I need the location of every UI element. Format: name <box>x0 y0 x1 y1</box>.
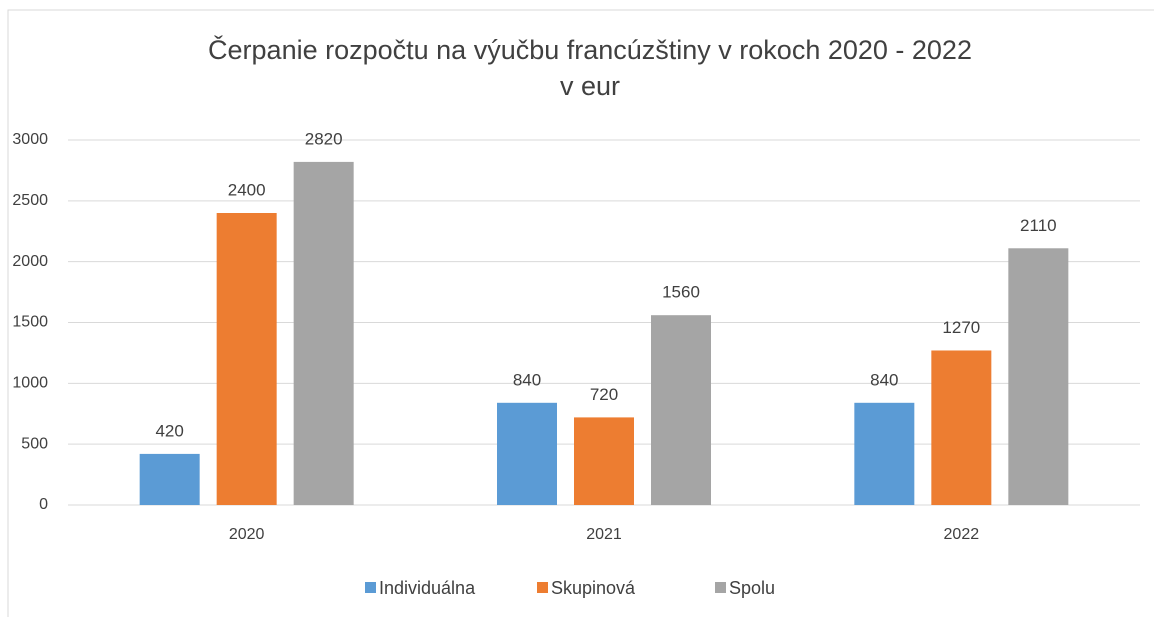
y-tick-label: 3000 <box>12 131 48 148</box>
x-tick-label: 2022 <box>944 526 980 543</box>
legend-swatch <box>537 582 548 593</box>
bar <box>139 453 200 505</box>
bar <box>293 161 354 505</box>
bar <box>216 213 277 505</box>
data-label: 420 <box>155 421 183 440</box>
legend-label: Individuálna <box>379 578 476 598</box>
bar <box>574 417 634 505</box>
bar <box>931 350 992 505</box>
y-tick-label: 500 <box>21 435 48 452</box>
data-label: 2400 <box>228 180 266 199</box>
legend-label: Spolu <box>729 578 775 598</box>
x-tick-label: 2020 <box>229 526 265 543</box>
x-tick-label: 2021 <box>586 526 622 543</box>
data-label: 1560 <box>662 283 700 302</box>
data-label: 720 <box>590 385 618 404</box>
data-label: 840 <box>513 370 541 389</box>
data-label: 1270 <box>942 318 980 337</box>
bar <box>651 315 711 505</box>
bar <box>497 402 557 505</box>
chart-frame <box>7 9 1154 617</box>
data-label: 840 <box>870 370 898 389</box>
y-tick-label: 1000 <box>12 375 48 392</box>
y-tick-label: 2000 <box>12 253 48 270</box>
data-label: 2110 <box>1020 216 1057 235</box>
legend-swatch <box>715 582 726 593</box>
bar <box>1008 248 1069 506</box>
chart-title: Čerpanie rozpočtu na výučbu francúzštiny… <box>208 34 972 65</box>
y-tick-label: 0 <box>39 496 48 513</box>
legend-label: Skupinová <box>551 578 636 598</box>
legend-swatch <box>365 582 376 593</box>
data-label: 2820 <box>305 129 343 148</box>
y-tick-label: 1500 <box>12 314 48 331</box>
bar <box>854 402 915 505</box>
chart-subtitle: v eur <box>560 71 620 101</box>
y-tick-label: 2500 <box>12 192 48 209</box>
